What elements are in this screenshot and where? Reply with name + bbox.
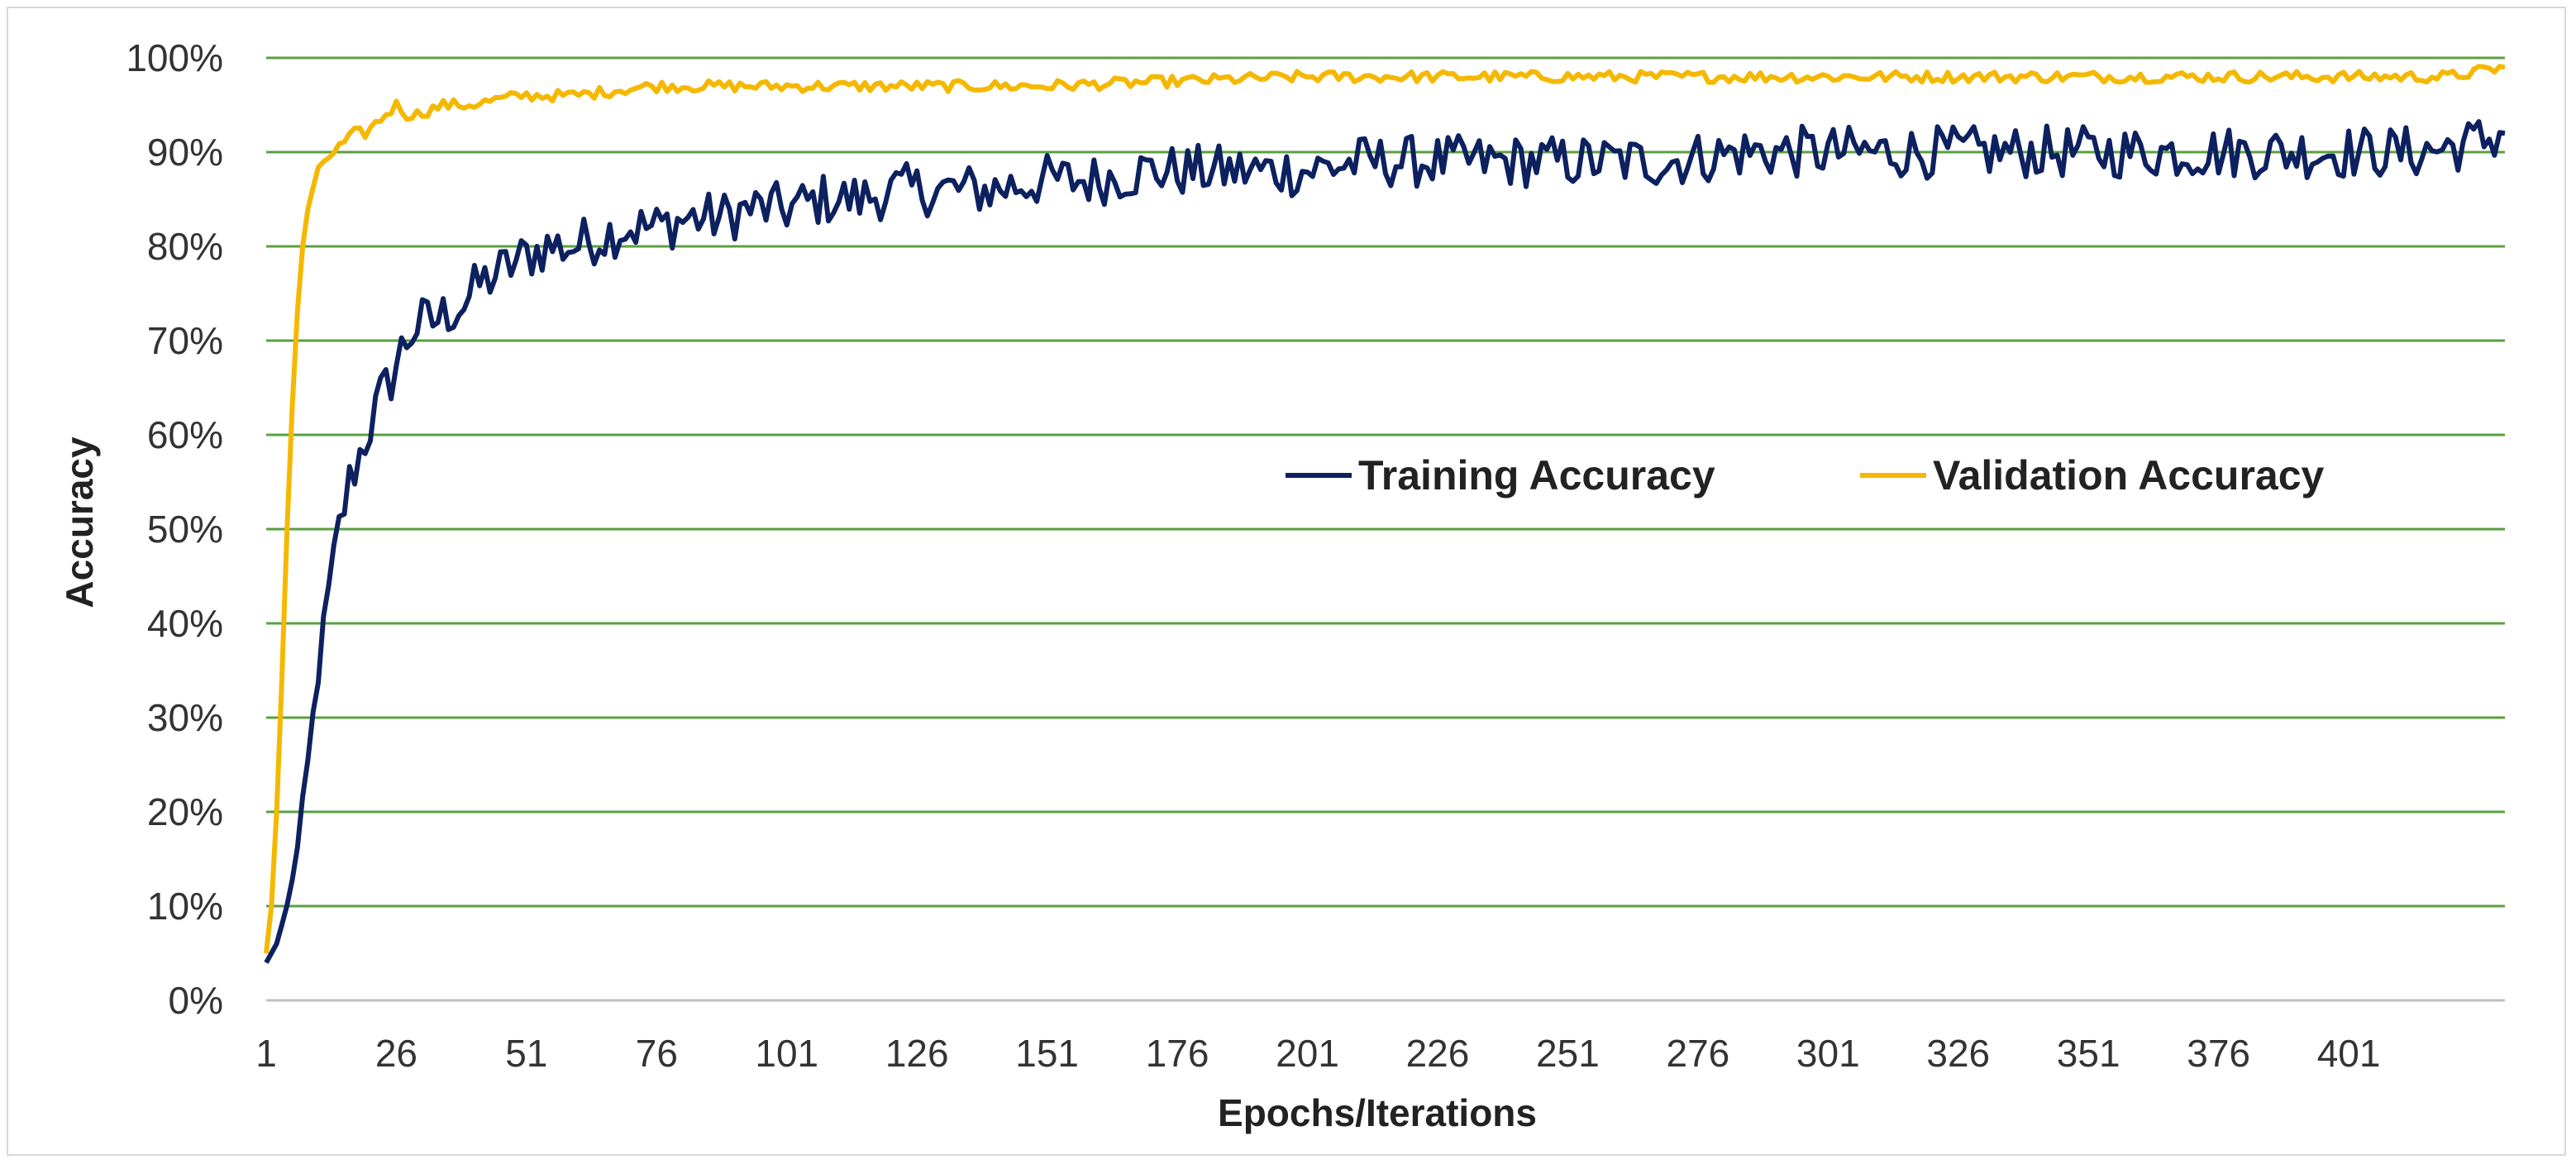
- x-tick-label: 326: [1926, 1032, 1990, 1075]
- x-tick-label: 301: [1796, 1032, 1860, 1075]
- x-tick-label: 201: [1276, 1032, 1339, 1075]
- x-tick-label: 126: [885, 1032, 949, 1075]
- x-tick-label: 351: [2057, 1032, 2120, 1075]
- series-lines: [264, 64, 2506, 964]
- x-tick-label: 276: [1666, 1032, 1729, 1075]
- y-tick-label: 30%: [147, 696, 223, 739]
- gridlines: [266, 56, 2505, 908]
- y-tick-label: 80%: [147, 225, 223, 268]
- y-tick-label: 60%: [147, 413, 223, 456]
- series-line-training: [264, 119, 2506, 964]
- x-tick-label: 226: [1406, 1032, 1470, 1075]
- y-tick-label: 10%: [147, 885, 223, 928]
- x-tick-label: 26: [375, 1032, 417, 1075]
- x-tick-label: 51: [505, 1032, 547, 1075]
- y-axis-tick-labels: 0% 10% 20% 30% 40% 50% 60% 70% 80% 90% 100%: [126, 36, 223, 1022]
- x-tick-label: 401: [2317, 1032, 2381, 1075]
- x-tick-label: 101: [755, 1032, 818, 1075]
- y-axis-title: Accuracy: [58, 437, 101, 608]
- x-tick-label: 376: [2187, 1032, 2250, 1075]
- y-tick-label: 0%: [169, 979, 223, 1022]
- x-tick-label: 251: [1536, 1032, 1600, 1075]
- chart-frame: [7, 7, 2566, 1156]
- x-tick-label: 151: [1015, 1032, 1079, 1075]
- x-tick-label: 1: [255, 1032, 277, 1075]
- y-tick-label: 100%: [126, 36, 223, 79]
- y-tick-label: 40%: [147, 602, 223, 645]
- x-tick-label: 76: [636, 1032, 678, 1075]
- y-tick-label: 50%: [147, 508, 223, 551]
- legend-label-validation: Validation Accuracy: [1933, 452, 2325, 499]
- series-line-validation: [264, 64, 2506, 954]
- x-tick-label: 176: [1146, 1032, 1209, 1075]
- legend-label-training: Training Accuracy: [1358, 452, 1715, 499]
- y-tick-label: 90%: [147, 131, 223, 174]
- x-axis-tick-labels: 1 26 51 76 101 126 151 176 201 226 251 276 301 326 351…: [255, 1032, 2380, 1075]
- legend: Training Accuracy Validation Accuracy: [1286, 452, 2325, 499]
- y-tick-label: 70%: [147, 319, 223, 362]
- y-tick-label: 20%: [147, 790, 223, 833]
- x-axis-title: Epochs/Iterations: [1218, 1091, 1537, 1134]
